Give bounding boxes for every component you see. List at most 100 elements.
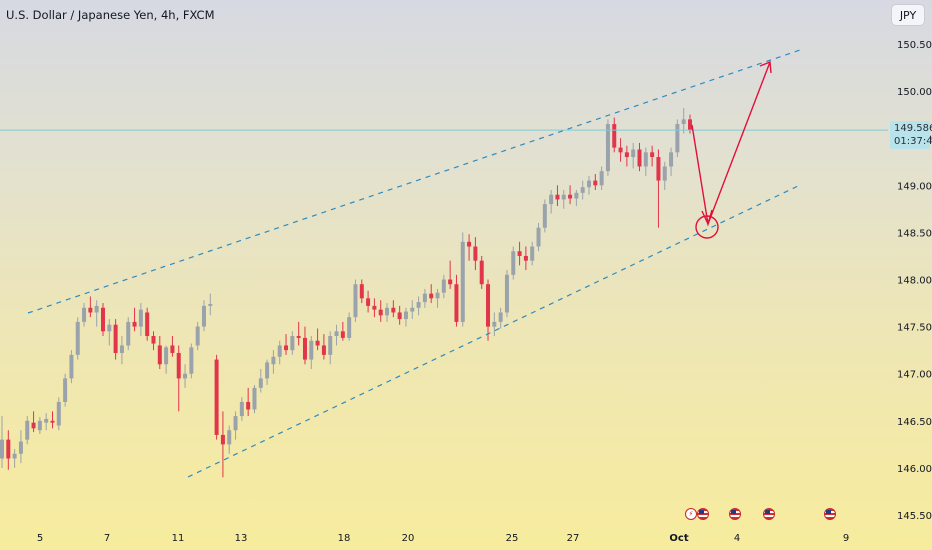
candle <box>290 331 295 355</box>
candle <box>189 343 194 379</box>
lightning-event-icon[interactable]: ⚡ <box>685 508 697 520</box>
candle <box>151 331 156 351</box>
drawings[interactable] <box>27 48 804 478</box>
candle-body <box>25 420 30 440</box>
price-tick-label: 149.000 <box>897 181 932 192</box>
candle-body <box>587 180 592 188</box>
candle-body <box>75 321 80 355</box>
us-flag-event-icon[interactable] <box>729 508 741 520</box>
candle-body <box>662 166 667 181</box>
candle-body <box>359 284 364 299</box>
time-axis[interactable]: 5 7 11 13 18 20 25 27 Oct 4 9 <box>37 533 849 544</box>
candle <box>599 166 604 191</box>
candle <box>277 340 282 365</box>
candle-body <box>669 152 674 167</box>
candle <box>44 413 49 431</box>
candle-body <box>6 439 11 459</box>
candle <box>681 108 686 134</box>
candle <box>561 190 566 209</box>
price-tick-label: 150.500 <box>897 40 932 51</box>
candle <box>454 274 459 327</box>
candle-body <box>561 194 566 200</box>
channel-lower-line[interactable] <box>187 185 799 478</box>
candle <box>403 307 408 327</box>
candle <box>31 411 36 433</box>
candle-body <box>126 321 131 346</box>
candle <box>334 324 339 346</box>
price-tick-label: 145.500 <box>897 511 932 522</box>
candle <box>473 237 478 271</box>
candle <box>385 303 390 322</box>
candle-body <box>536 227 541 247</box>
candle-body <box>56 401 61 426</box>
candle-body <box>132 321 137 327</box>
candle <box>391 300 396 318</box>
candle-body <box>650 152 655 158</box>
candle-body <box>195 326 200 346</box>
us-flag-event-icon[interactable] <box>824 508 836 520</box>
candle <box>258 368 263 393</box>
candle-body <box>410 307 415 312</box>
time-tick-label: 4 <box>734 533 740 544</box>
price-tick-label: 150.000 <box>897 87 932 98</box>
candle <box>605 119 610 176</box>
candle <box>195 321 200 351</box>
candle <box>486 279 491 341</box>
candle-body <box>277 345 282 357</box>
candle-body <box>353 284 358 318</box>
candle-body <box>467 241 472 247</box>
candle <box>82 303 87 327</box>
candle-body <box>309 340 314 360</box>
candle-body <box>69 354 74 379</box>
us-flag-event-icon[interactable] <box>763 508 775 520</box>
candle <box>410 300 415 320</box>
candle <box>233 411 238 440</box>
channel-upper-line[interactable] <box>27 48 804 314</box>
candle-body <box>643 152 648 167</box>
candle-body <box>574 192 579 199</box>
candle <box>479 255 484 289</box>
candle-body <box>315 340 320 346</box>
candle <box>580 180 585 200</box>
candle <box>321 334 326 360</box>
candle <box>88 296 93 318</box>
time-tick-label: 18 <box>338 533 351 544</box>
candle <box>542 199 547 233</box>
candle <box>145 307 150 341</box>
time-tick-label: 5 <box>37 533 43 544</box>
projection-arrow[interactable] <box>691 61 771 227</box>
candle-body <box>479 260 484 285</box>
candle-body <box>340 331 345 338</box>
candle-body <box>290 336 295 351</box>
candle-body <box>63 378 68 402</box>
currency-button[interactable]: JPY <box>891 4 925 26</box>
candle-body <box>170 345 175 353</box>
us-flag-event-icon[interactable] <box>697 508 709 520</box>
candle <box>568 185 573 205</box>
candle <box>688 114 692 134</box>
candle <box>372 298 377 318</box>
candle <box>284 334 289 355</box>
candle-body <box>157 345 162 365</box>
candle <box>302 326 307 365</box>
candle <box>75 317 80 360</box>
candle <box>18 430 23 464</box>
target-circle[interactable] <box>695 215 719 239</box>
candle <box>511 246 516 280</box>
candle <box>56 397 61 431</box>
candle <box>637 142 642 172</box>
price-axis[interactable]: 150.500150.000149.500149.000148.500148.0… <box>897 40 932 522</box>
candle-body <box>580 187 585 193</box>
bar-countdown: 01:37:40 <box>894 136 932 147</box>
candle <box>460 232 465 327</box>
candle <box>643 147 648 176</box>
time-tick-label: 9 <box>843 533 849 544</box>
candle-body <box>208 303 213 306</box>
candle-body <box>542 204 547 228</box>
candle-body <box>271 356 276 365</box>
candle-body <box>391 307 396 313</box>
candle-body <box>189 347 194 374</box>
candle <box>138 303 143 337</box>
